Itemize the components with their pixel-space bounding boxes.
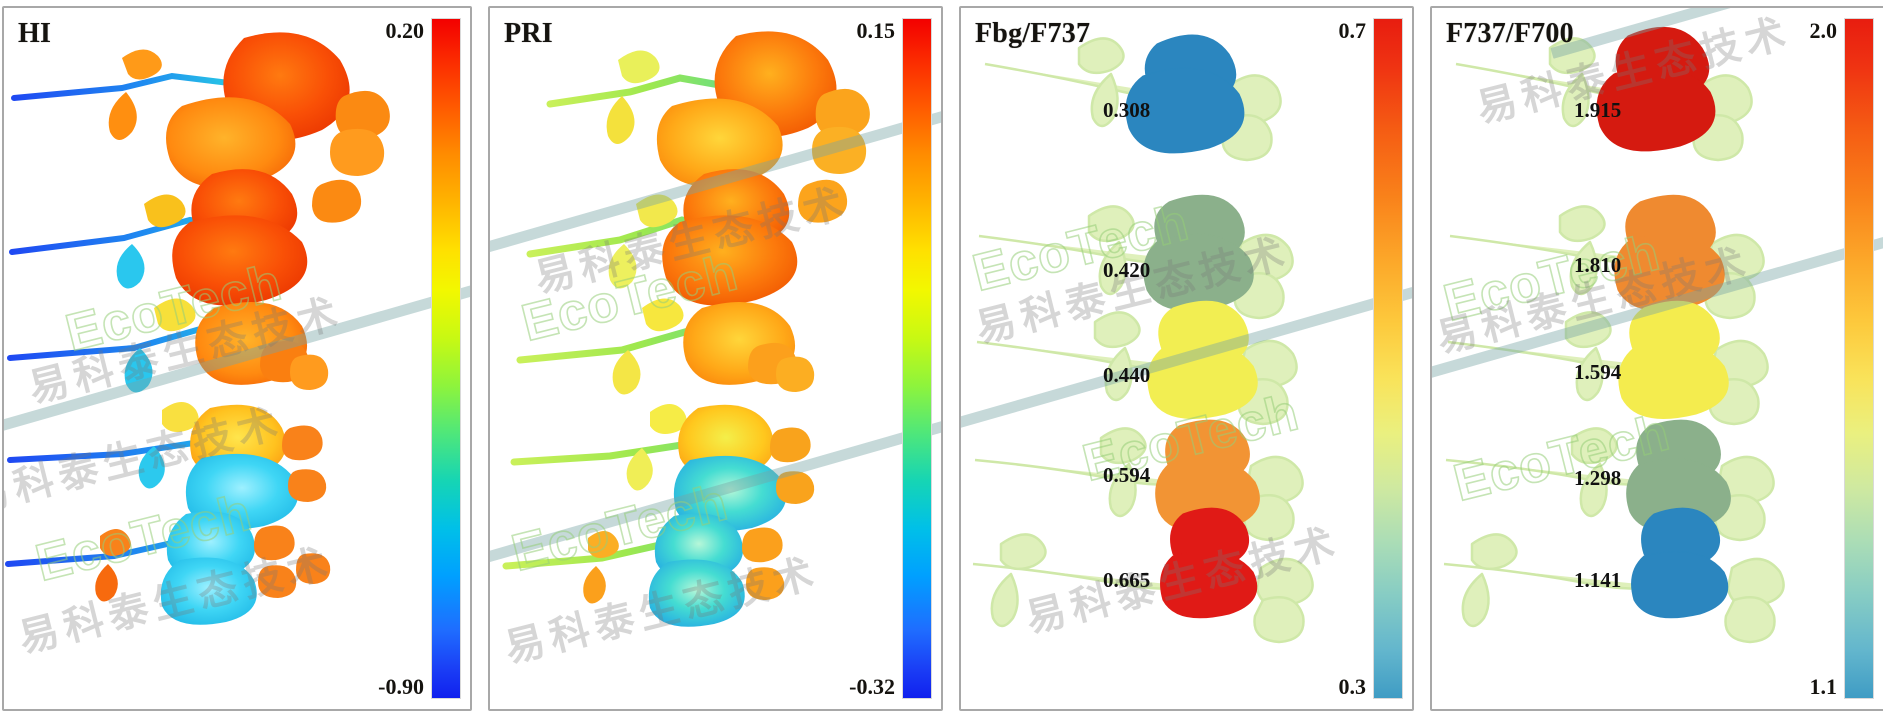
value-label-fbg-5: 0.665 [1103,568,1151,592]
plant-image-hi [5,32,390,625]
colorbar-gradient [431,18,461,699]
value-label-f737-2: 1.810 [1574,253,1622,277]
panel-title-f737-f700: F737/F700 [1446,18,1574,49]
colorbar-min-label-f737: 1.1 [1809,674,1838,699]
scene-fbg-f737 [961,8,1412,709]
colorbar-min-label-pri: -0.32 [849,674,895,699]
colorbar-gradient [1844,18,1874,699]
colorbar-gradient [902,18,932,699]
colorbar-hi [431,18,461,699]
value-label-f737-1: 1.915 [1574,98,1622,122]
scene-hi [4,8,470,709]
colorbar-max-label-fbg: 0.7 [1338,18,1367,43]
panel-title-hi: HI [18,18,52,49]
value-label-f737-4: 1.298 [1574,466,1622,490]
colorbar-min-label-hi: -0.90 [378,674,424,699]
value-label-fbg-3: 0.440 [1103,363,1151,387]
colorbar-f737-f700 [1844,18,1874,699]
panel-f737-f700: F737/F700 [1430,6,1883,711]
plant-image-fbg-f737 [972,34,1314,644]
colorbar-max-label-f737: 2.0 [1809,18,1838,43]
colorbar-max-label-hi: 0.20 [385,18,425,43]
colorbar-gradient [1373,18,1403,699]
value-label-fbg-4: 0.594 [1103,463,1151,487]
panel-pri: PRI [488,6,943,711]
panel-title-pri: PRI [504,18,553,49]
panel-fbg-f737: Fbg/F737 [959,6,1414,711]
scene-pri [490,8,941,709]
plant-image-f737-f700 [1443,26,1785,644]
value-label-f737-3: 1.594 [1574,360,1622,384]
panel-hi: HI [2,6,472,711]
colorbar-fbg-f737 [1373,18,1403,699]
plant-image-pri [502,31,870,627]
colorbar-max-label-pri: 0.15 [856,18,896,43]
scene-f737-f700 [1432,8,1883,709]
colorbar-min-label-fbg: 0.3 [1338,674,1367,699]
value-label-fbg-1: 0.308 [1103,98,1151,122]
value-label-f737-5: 1.141 [1574,568,1622,592]
panel-title-fbg-f737: Fbg/F737 [975,18,1091,49]
value-label-fbg-2: 0.420 [1103,258,1151,282]
colorbar-pri [902,18,932,699]
